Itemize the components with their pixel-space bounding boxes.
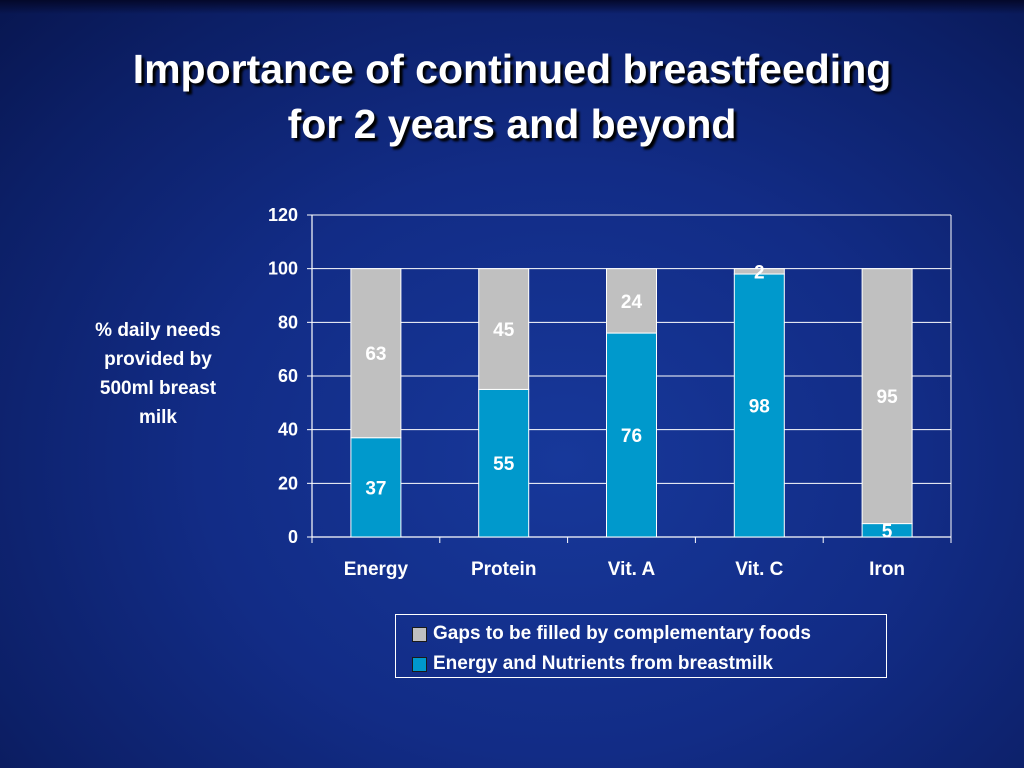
legend-swatch-breastmilk [412,656,427,672]
y-axis-label: % daily needs provided by 500ml breast m… [95,320,221,428]
data-label-gap: 24 [621,292,643,313]
bar-breastmilk [478,388,530,538]
y-tick-label: 20 [278,473,298,493]
data-label-gap: 63 [365,344,386,365]
bar-gap [861,268,913,525]
data-label-breastmilk: 98 [749,397,770,418]
y-tick-label: 40 [278,420,298,440]
y-tick-label: 120 [268,205,298,225]
data-label-gap: 45 [493,320,515,341]
bar-gap [606,268,657,334]
bar-breastmilk [606,332,657,538]
x-tick-label: Vit. A [608,559,656,580]
legend-swatch-gaps [412,626,427,642]
chart-legend: Gaps to be filled by complementary foods… [395,614,887,678]
x-tick-label: Energy [344,559,409,580]
y-tick-label: 80 [278,312,298,332]
y-tick-label: 100 [268,259,298,279]
title-line-1: Importance of continued breastfeeding [132,46,892,92]
title-line-2: for 2 years and beyond [287,101,737,147]
bar-breastmilk [733,273,785,538]
bar-gap [478,268,530,390]
y-tick-label: 60 [278,366,298,386]
slide-title: Importance of continued breastfeeding fo… [0,42,1024,152]
x-tick-label: Protein [471,559,536,580]
x-tick-label: Vit. C [735,559,783,580]
bar-gap [733,268,785,275]
bar-breastmilk [350,437,402,538]
legend-label-breastmilk: Energy and Nutrients from breastmilk [433,653,773,674]
data-label-breastmilk: 55 [493,454,515,475]
bar-gap [350,268,402,439]
legend-item-gaps: Gaps to be filled by complementary foods [412,619,886,649]
y-tick-label: 0 [288,527,298,547]
data-label-gap: 95 [877,387,899,408]
data-label-breastmilk: 76 [621,426,642,447]
data-label-breastmilk: 5 [882,521,893,542]
x-tick-label: Iron [869,559,905,580]
data-label-breastmilk: 37 [365,478,386,499]
slide-top-band [0,0,1024,14]
legend-label-gaps: Gaps to be filled by complementary foods [433,623,811,644]
data-label-gap: 2 [754,262,765,283]
legend-item-breastmilk: Energy and Nutrients from breastmilk [412,649,886,679]
